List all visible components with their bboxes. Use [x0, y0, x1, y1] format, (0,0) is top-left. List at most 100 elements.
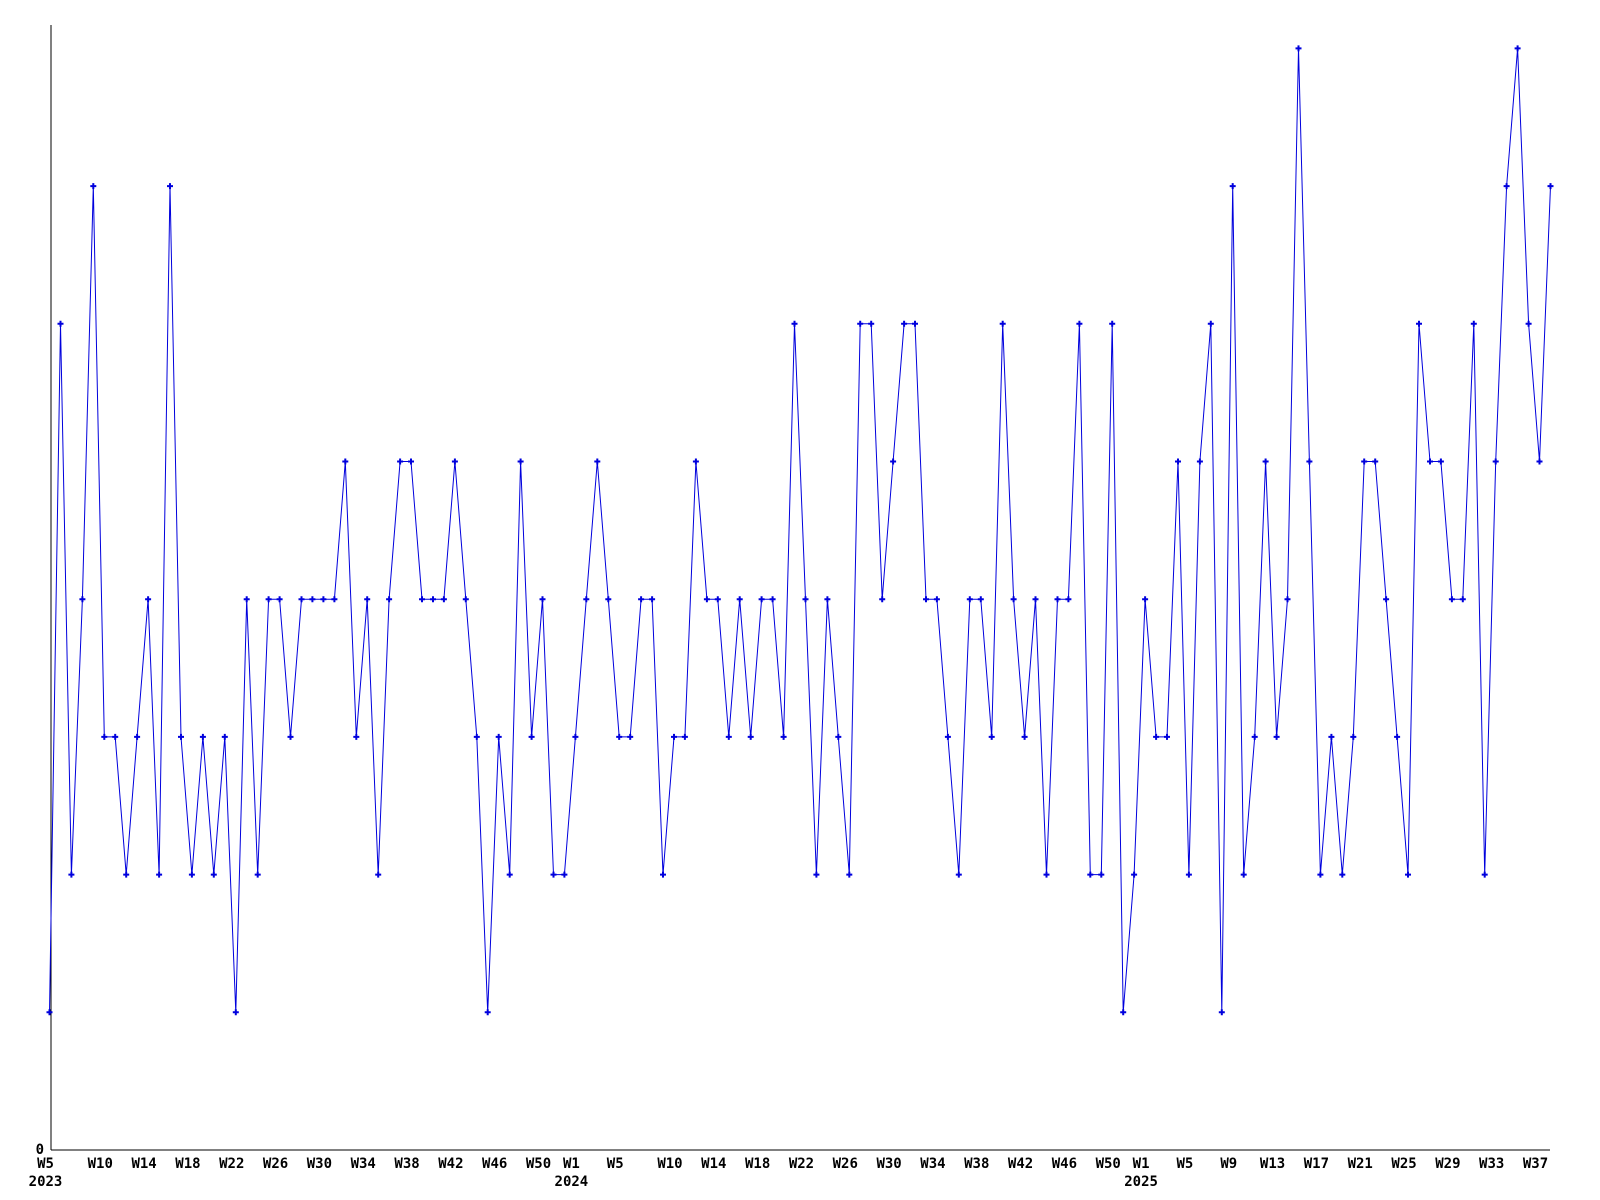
data-point-marker [375, 871, 382, 878]
data-point-marker [1087, 871, 1094, 878]
data-point-marker [813, 871, 820, 878]
data-point-marker [495, 733, 502, 740]
data-point-marker [1065, 596, 1072, 603]
data-point-marker [199, 733, 206, 740]
x-tick-label: W30 [876, 1156, 901, 1172]
data-point-marker [890, 458, 897, 465]
data-point-marker [462, 596, 469, 603]
x-tick-label: W5 [1176, 1156, 1193, 1172]
data-point-marker [846, 871, 853, 878]
x-tick-label: W1 [563, 1156, 580, 1172]
data-point-marker [583, 596, 590, 603]
data-point-marker [90, 183, 97, 190]
x-tick-label: W10 [88, 1156, 113, 1172]
data-point-marker [112, 733, 119, 740]
data-point-marker [254, 871, 261, 878]
data-point-marker [1262, 458, 1269, 465]
data-point-marker [484, 1009, 491, 1016]
y-zero-label: 0 [36, 1142, 44, 1158]
data-point-marker [232, 1009, 239, 1016]
data-point-marker [528, 733, 535, 740]
data-point-marker [353, 733, 360, 740]
data-points [46, 45, 1554, 1016]
data-point-marker [473, 733, 480, 740]
data-point-marker [725, 733, 732, 740]
x-tick-label: W34 [351, 1156, 376, 1172]
data-point-marker [1394, 733, 1401, 740]
x-tick-label: W50 [1096, 1156, 1121, 1172]
data-point-marker [912, 320, 918, 327]
data-point-marker [68, 871, 75, 878]
data-point-marker [1470, 320, 1477, 327]
year-label: 2024 [555, 1174, 589, 1190]
data-point-marker [923, 596, 929, 603]
series-line [49, 48, 1551, 1013]
data-point-marker [1240, 871, 1247, 878]
data-point-marker [901, 320, 908, 327]
data-point-marker [134, 733, 141, 740]
data-point-marker [1196, 458, 1203, 465]
data-point-marker [714, 596, 721, 603]
x-tick-label: W22 [219, 1156, 244, 1172]
x-tick-label: W38 [394, 1156, 419, 1172]
data-point-marker [868, 320, 875, 327]
data-point-marker [298, 596, 305, 603]
data-point-marker [276, 596, 283, 603]
x-tick-label: W5 [37, 1156, 54, 1172]
data-point-marker [265, 596, 272, 603]
x-tick-label: W37 [1523, 1156, 1548, 1172]
data-point-marker [1284, 596, 1291, 603]
data-point-marker [572, 733, 579, 740]
x-tick-label: W17 [1304, 1156, 1329, 1172]
data-point-marker [408, 458, 414, 465]
data-point-marker [1317, 871, 1324, 878]
data-point-marker [879, 596, 886, 603]
x-tick-label: W14 [701, 1156, 726, 1172]
data-point-marker [1032, 596, 1039, 603]
data-point-marker [1306, 458, 1313, 465]
data-point-marker [287, 733, 294, 740]
data-point-marker [79, 596, 86, 603]
x-tick-label: W18 [175, 1156, 200, 1172]
data-point-marker [1514, 45, 1521, 52]
data-point-marker [1503, 183, 1510, 190]
data-point-marker [1383, 596, 1390, 603]
x-tick-label: W10 [657, 1156, 682, 1172]
x-tick-label: W22 [789, 1156, 814, 1172]
data-point-marker [210, 871, 217, 878]
x-tick-label: W5 [607, 1156, 624, 1172]
data-point-marker [1437, 458, 1444, 465]
data-point-marker [944, 733, 951, 740]
data-point-marker [1405, 871, 1411, 878]
x-tick-label: W29 [1435, 1156, 1460, 1172]
data-point-marker [517, 458, 524, 465]
axes [50, 25, 1550, 1151]
data-point-marker [616, 733, 623, 740]
data-point-marker [156, 871, 163, 878]
data-point-marker [57, 320, 64, 327]
data-point-marker [1536, 458, 1543, 465]
data-point-marker [835, 733, 842, 740]
data-point-marker [1547, 183, 1554, 190]
data-point-marker [769, 596, 776, 603]
data-point-marker [1109, 320, 1116, 327]
x-tick-label: W42 [1008, 1156, 1033, 1172]
data-point-marker [857, 320, 864, 327]
data-point-marker [440, 596, 447, 603]
data-point-marker [1328, 733, 1335, 740]
data-point-marker [758, 596, 765, 603]
data-point-marker [386, 596, 393, 603]
data-point-marker [1142, 596, 1149, 603]
data-point-marker [320, 596, 327, 603]
data-point-marker [1229, 183, 1236, 190]
data-point-marker [671, 733, 677, 740]
x-tick-label: W46 [1052, 1156, 1077, 1172]
data-point-marker [1427, 458, 1433, 465]
data-point-marker [736, 596, 743, 603]
data-point-marker [802, 596, 809, 603]
data-point-marker [1164, 733, 1170, 740]
data-point-marker [966, 596, 973, 603]
data-point-marker [1098, 871, 1105, 878]
data-point-marker [101, 733, 108, 740]
data-point-marker [1043, 871, 1050, 878]
